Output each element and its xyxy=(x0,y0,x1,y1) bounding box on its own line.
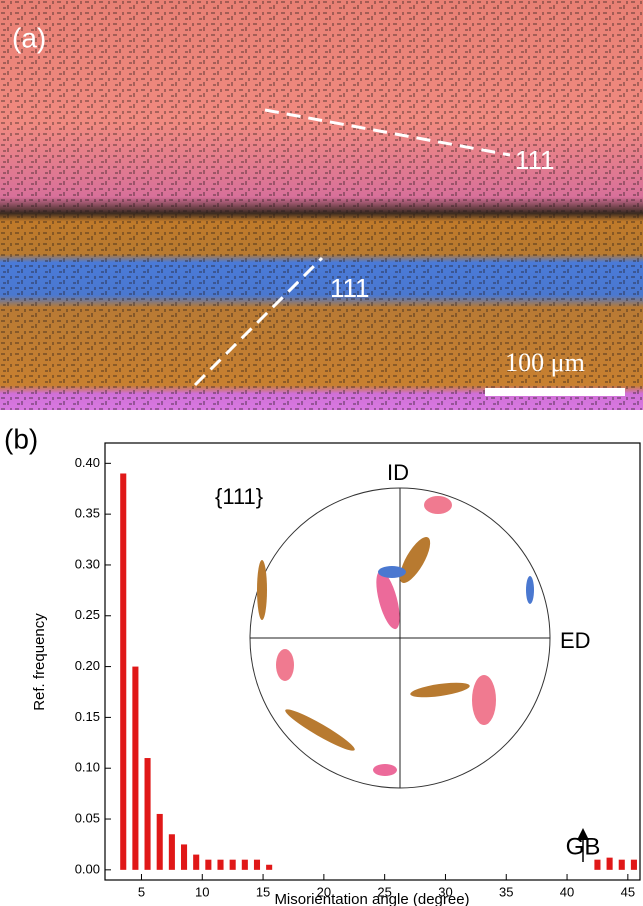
bar xyxy=(618,859,625,870)
pole-label: ID xyxy=(387,460,409,485)
x-tick-label: 40 xyxy=(560,884,574,899)
y-tick-label: 0.20 xyxy=(75,658,100,673)
y-tick-label: 0.30 xyxy=(75,556,100,571)
pole-figure: {111} ID ED xyxy=(215,460,591,789)
x-tick-label: 35 xyxy=(499,884,513,899)
bar xyxy=(156,813,163,870)
pole-cluster xyxy=(373,764,397,776)
bar xyxy=(229,859,236,870)
bar xyxy=(180,844,188,870)
bar xyxy=(606,857,613,870)
x-tick-label: 25 xyxy=(377,884,391,899)
bar xyxy=(144,758,151,870)
y-tick-label: 0.35 xyxy=(75,506,100,521)
bar xyxy=(205,859,212,870)
bar xyxy=(168,834,175,870)
bar xyxy=(217,859,224,870)
x-tick-label: 30 xyxy=(438,884,452,899)
bar xyxy=(193,854,200,870)
x-tick-label: 20 xyxy=(317,884,331,899)
pole-cluster xyxy=(410,682,470,698)
pole-cluster xyxy=(472,675,496,725)
trace-line xyxy=(264,108,511,157)
bar xyxy=(594,859,601,870)
grain-boundaries xyxy=(0,0,643,410)
pole-cluster xyxy=(376,570,400,630)
x-axis-label: Misorientation angle (degree) xyxy=(274,891,469,906)
y-tick-label: 0.15 xyxy=(75,709,100,724)
annotation-arrowhead xyxy=(577,828,589,840)
x-tick-label: 5 xyxy=(138,884,145,899)
annotation: 111 xyxy=(330,273,370,303)
panel-label: (b) xyxy=(4,423,38,454)
pole-cluster xyxy=(378,566,406,578)
y-tick-label: 0.25 xyxy=(75,607,100,622)
y-axis-label: Ref. frequency xyxy=(31,613,48,711)
y-tick-label: 0.00 xyxy=(75,861,100,876)
x-tick-label: 10 xyxy=(195,884,209,899)
plot-frame xyxy=(104,442,641,881)
bar xyxy=(253,859,261,870)
pole-cluster xyxy=(276,649,294,681)
bar xyxy=(266,864,273,870)
pole-cluster xyxy=(526,576,534,604)
scale-bar-label: 100 μm xyxy=(505,348,585,377)
y-tick-label: 0.10 xyxy=(75,760,100,775)
scale-bar xyxy=(485,388,625,396)
trace-line xyxy=(193,256,324,387)
x-tick-label: 45 xyxy=(621,884,635,899)
pole-cluster xyxy=(257,560,267,620)
y-tick-label: 0.40 xyxy=(75,455,100,470)
annotation: 111 xyxy=(515,145,555,175)
pole-cluster xyxy=(424,496,452,514)
y-tick-label: 0.05 xyxy=(75,810,100,825)
micrograph: (a) 111 111 100 μm xyxy=(0,0,643,410)
bar xyxy=(241,859,248,870)
x-tick-label: 15 xyxy=(256,884,270,899)
panel-label: (a) xyxy=(12,22,46,53)
pole-figure-title: {111} xyxy=(215,484,263,509)
bar xyxy=(120,473,127,870)
bar xyxy=(630,859,637,870)
pole-cluster xyxy=(399,537,431,583)
pole-cluster xyxy=(285,709,355,751)
bar xyxy=(132,666,139,870)
pole-label: ED xyxy=(560,628,591,653)
